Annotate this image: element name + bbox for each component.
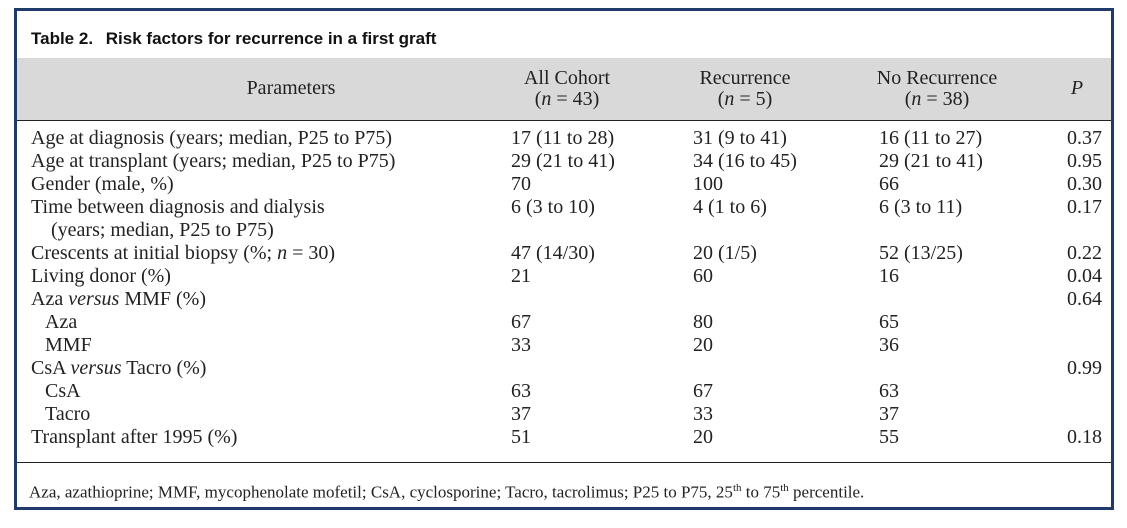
cell-no-recurrence: 37 bbox=[879, 403, 899, 425]
table-row: MMF 33 20 36 bbox=[17, 334, 1111, 357]
header-all-cohort-label: All Cohort bbox=[523, 67, 611, 89]
cell-parameter: CsA bbox=[45, 380, 81, 402]
table-title-text: Risk factors for recurrence in a first g… bbox=[105, 29, 437, 48]
table-row: CsA 63 67 63 bbox=[17, 380, 1111, 403]
cell-p-value: 0.37 bbox=[1067, 127, 1102, 149]
header-p: P bbox=[1070, 77, 1084, 99]
table-row: Aza versus MMF (%) 0.64 bbox=[17, 288, 1111, 311]
cell-no-recurrence: 16 (11 to 27) bbox=[879, 127, 983, 149]
cell-no-recurrence: 36 bbox=[879, 334, 899, 356]
cell-parameter: Aza versus MMF (%) bbox=[31, 288, 206, 310]
cell-p-value: 0.17 bbox=[1067, 196, 1102, 218]
table-label: Table 2. bbox=[31, 29, 94, 48]
header-no-recurrence-label: No Recurrence bbox=[876, 67, 998, 89]
header-all-cohort-n: (n = 43) bbox=[534, 88, 600, 110]
table-title: Table 2. Risk factors for recurrence in … bbox=[31, 29, 436, 49]
cell-p-value: 0.04 bbox=[1067, 265, 1102, 287]
cell-no-recurrence: 52 (13/25) bbox=[879, 242, 963, 264]
footnote-part-a: Aza, azathioprine; MMF, mycophenolate mo… bbox=[29, 482, 733, 502]
cell-parameter: Age at transplant (years; median, P25 to… bbox=[31, 150, 396, 172]
cell-parameter: Tacro bbox=[45, 403, 91, 425]
footnote-sup-1: th bbox=[732, 482, 742, 494]
bottom-rule bbox=[17, 462, 1111, 463]
table-row: Age at diagnosis (years; median, P25 to … bbox=[17, 127, 1111, 150]
cell-parameter: Age at diagnosis (years; median, P25 to … bbox=[31, 127, 393, 149]
cell-recurrence: 20 bbox=[693, 334, 713, 356]
cell-parameter: Crescents at initial biopsy (%; n = 30) bbox=[31, 242, 336, 264]
cell-all-cohort: 33 bbox=[511, 334, 531, 356]
cell-all-cohort: 6 (3 to 10) bbox=[511, 196, 595, 218]
cell-no-recurrence: 16 bbox=[879, 265, 899, 287]
header-no-recurrence-n: (n = 38) bbox=[904, 88, 970, 110]
cell-recurrence: 33 bbox=[693, 403, 713, 425]
cell-no-recurrence: 6 (3 to 11) bbox=[879, 196, 963, 218]
cell-all-cohort: 29 (21 to 41) bbox=[511, 150, 615, 172]
cell-recurrence: 4 (1 to 6) bbox=[693, 196, 767, 218]
cell-no-recurrence: 29 (21 to 41) bbox=[879, 150, 983, 172]
cell-p-value: 0.18 bbox=[1067, 426, 1102, 448]
header-all-cohort: All Cohort (n = 43) bbox=[487, 68, 647, 110]
table-row: Age at transplant (years; median, P25 to… bbox=[17, 150, 1111, 173]
table-row: Tacro 37 33 37 bbox=[17, 403, 1111, 426]
cell-all-cohort: 17 (11 to 28) bbox=[511, 127, 615, 149]
cell-p-value: 0.22 bbox=[1067, 242, 1102, 264]
table-row: (years; median, P25 to P75) bbox=[17, 219, 1111, 242]
cell-all-cohort: 67 bbox=[511, 311, 531, 333]
table-header: Parameters All Cohort (n = 43) Recurrenc… bbox=[17, 58, 1111, 120]
header-no-recurrence: No Recurrence (n = 38) bbox=[847, 68, 1027, 110]
cell-recurrence: 60 bbox=[693, 265, 713, 287]
cell-recurrence: 80 bbox=[693, 311, 713, 333]
table-row: Gender (male, %) 70 100 66 0.30 bbox=[17, 173, 1111, 196]
table-footnote: Aza, azathioprine; MMF, mycophenolate mo… bbox=[29, 482, 864, 503]
cell-recurrence: 20 (1/5) bbox=[693, 242, 757, 264]
cell-p-value: 0.64 bbox=[1067, 288, 1102, 310]
cell-all-cohort: 63 bbox=[511, 380, 531, 402]
cell-no-recurrence: 66 bbox=[879, 173, 899, 195]
cell-recurrence: 34 (16 to 45) bbox=[693, 150, 797, 172]
cell-recurrence: 67 bbox=[693, 380, 713, 402]
cell-parameter: Aza bbox=[45, 311, 78, 333]
cell-all-cohort: 47 (14/30) bbox=[511, 242, 595, 264]
cell-recurrence: 20 bbox=[693, 426, 713, 448]
cell-no-recurrence: 63 bbox=[879, 380, 899, 402]
cell-p-value: 0.99 bbox=[1067, 357, 1102, 379]
cell-parameter: Transplant after 1995 (%) bbox=[31, 426, 238, 448]
footnote-part-c: percentile. bbox=[788, 482, 865, 502]
header-rule bbox=[17, 120, 1111, 121]
cell-all-cohort: 37 bbox=[511, 403, 531, 425]
table-row: Transplant after 1995 (%) 51 20 55 0.18 bbox=[17, 426, 1111, 449]
footnote-sup-2: th bbox=[780, 482, 789, 494]
cell-parameter: MMF bbox=[45, 334, 92, 356]
header-parameters: Parameters bbox=[246, 77, 336, 99]
footnote-part-b: to 75 bbox=[741, 482, 781, 502]
cell-all-cohort: 21 bbox=[511, 265, 531, 287]
table-row: Aza 67 80 65 bbox=[17, 311, 1111, 334]
cell-p-value: 0.30 bbox=[1067, 173, 1102, 195]
cell-parameter: Time between diagnosis and dialysis bbox=[31, 196, 325, 218]
table-frame: Table 2. Risk factors for recurrence in … bbox=[14, 8, 1114, 510]
table-row: CsA versus Tacro (%) 0.99 bbox=[17, 357, 1111, 380]
table-row: Time between diagnosis and dialysis 6 (3 … bbox=[17, 196, 1111, 219]
cell-recurrence: 31 (9 to 41) bbox=[693, 127, 787, 149]
cell-recurrence: 100 bbox=[693, 173, 723, 195]
cell-parameter: (years; median, P25 to P75) bbox=[51, 219, 274, 241]
cell-no-recurrence: 65 bbox=[879, 311, 899, 333]
header-recurrence-n: (n = 5) bbox=[717, 88, 773, 110]
table-row: Crescents at initial biopsy (%; n = 30) 4… bbox=[17, 242, 1111, 265]
cell-parameter: CsA versus Tacro (%) bbox=[31, 357, 207, 379]
cell-no-recurrence: 55 bbox=[879, 426, 899, 448]
table-row: Living donor (%) 21 60 16 0.04 bbox=[17, 265, 1111, 288]
header-recurrence-label: Recurrence bbox=[699, 67, 791, 89]
cell-all-cohort: 51 bbox=[511, 426, 531, 448]
cell-parameter: Gender (male, %) bbox=[31, 173, 174, 195]
cell-p-value: 0.95 bbox=[1067, 150, 1102, 172]
header-recurrence: Recurrence (n = 5) bbox=[665, 68, 825, 110]
cell-all-cohort: 70 bbox=[511, 173, 531, 195]
cell-parameter: Living donor (%) bbox=[31, 265, 171, 287]
